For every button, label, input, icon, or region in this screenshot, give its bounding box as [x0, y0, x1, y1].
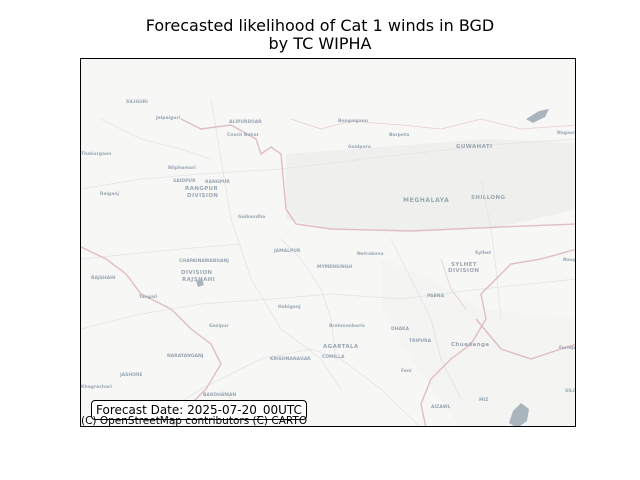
- map-label: SILCHAR: [565, 388, 576, 394]
- map-label: Habiganj: [278, 304, 301, 310]
- map-label: Chuadanga: [451, 342, 489, 348]
- map-label: RAJSHAHI: [182, 277, 215, 283]
- map-label: KRISHNANAGAR: [270, 356, 311, 362]
- map-label: Brahmanbaria: [329, 323, 365, 329]
- map-label: DHAKA: [391, 326, 409, 332]
- map-label: Nilphamari: [168, 165, 196, 171]
- map-attribution: (C) OpenStreetMap contributors (C) CARTO: [81, 415, 307, 427]
- map-label: Faridpur: [559, 345, 576, 351]
- map-label: Khagrachari: [81, 384, 112, 390]
- map-label: DIVISION: [187, 193, 218, 199]
- map-label: SHILLONG: [471, 195, 506, 201]
- map-label: Feni: [401, 368, 412, 374]
- map-label: Naogaon: [563, 257, 576, 263]
- map-label: Tangail: [139, 294, 158, 300]
- map-label: Raiganj: [100, 191, 120, 197]
- map-label: GUWAHATI: [456, 144, 493, 150]
- map-label: ALIPURDUAR: [229, 119, 262, 125]
- map-label: NARAYANGANJ: [167, 353, 204, 359]
- map-label: RANGPUR: [205, 179, 230, 185]
- map-label: DIVISION: [448, 268, 479, 274]
- map-label: AGARTALA: [323, 344, 359, 350]
- map-label: TRIPURA: [409, 338, 432, 344]
- map-label: MEGHALAYA: [403, 197, 449, 204]
- map-label: Cooch Behar: [227, 132, 260, 138]
- map-label: Gaibandha: [238, 214, 265, 220]
- map-label: JAMALPUR: [273, 248, 301, 254]
- map-label: SAIDPUR: [173, 178, 196, 184]
- map-label: BARDHAMAN: [203, 392, 236, 398]
- map-label: SILIGURI: [126, 99, 148, 105]
- map-label: MYMENSINGH: [317, 264, 352, 270]
- basemap: SILIGURI Jalpaiguri ALIPURDUAR Cooch Beh…: [81, 59, 576, 427]
- map-label: PABNA: [427, 293, 445, 299]
- map-label: MIZ: [479, 397, 489, 403]
- map-label: COMILLA: [322, 354, 345, 360]
- map-label: Sylhet: [475, 250, 492, 256]
- map-label: RAJSHAHI: [91, 275, 116, 281]
- map-label: Thakurgaon: [81, 151, 111, 157]
- map-label: CHAPAINAWABGANJ: [179, 258, 229, 264]
- map-label: Nagaon: [557, 130, 576, 136]
- map-label: AIZAWL: [431, 404, 451, 410]
- map-label: JASHORE: [119, 372, 143, 378]
- map-label: Jalpaiguri: [155, 115, 181, 121]
- map-label: Barpeta: [389, 132, 409, 138]
- map-label: DIVISION: [181, 270, 212, 276]
- map-label: RANGPUR: [185, 186, 219, 192]
- chart-title-line-2: by TC WIPHA: [0, 35, 640, 53]
- map-label: Gazipur: [209, 323, 229, 329]
- map-panel[interactable]: SILIGURI Jalpaiguri ALIPURDUAR Cooch Beh…: [80, 58, 576, 427]
- map-label: Bongaigaon: [338, 118, 368, 124]
- map-label: Goalpara: [348, 144, 371, 150]
- map-label: Netrokona: [357, 251, 383, 257]
- meghalaya-highland: [286, 139, 576, 231]
- chart-title-line-1: Forecasted likelihood of Cat 1 winds in …: [0, 17, 640, 35]
